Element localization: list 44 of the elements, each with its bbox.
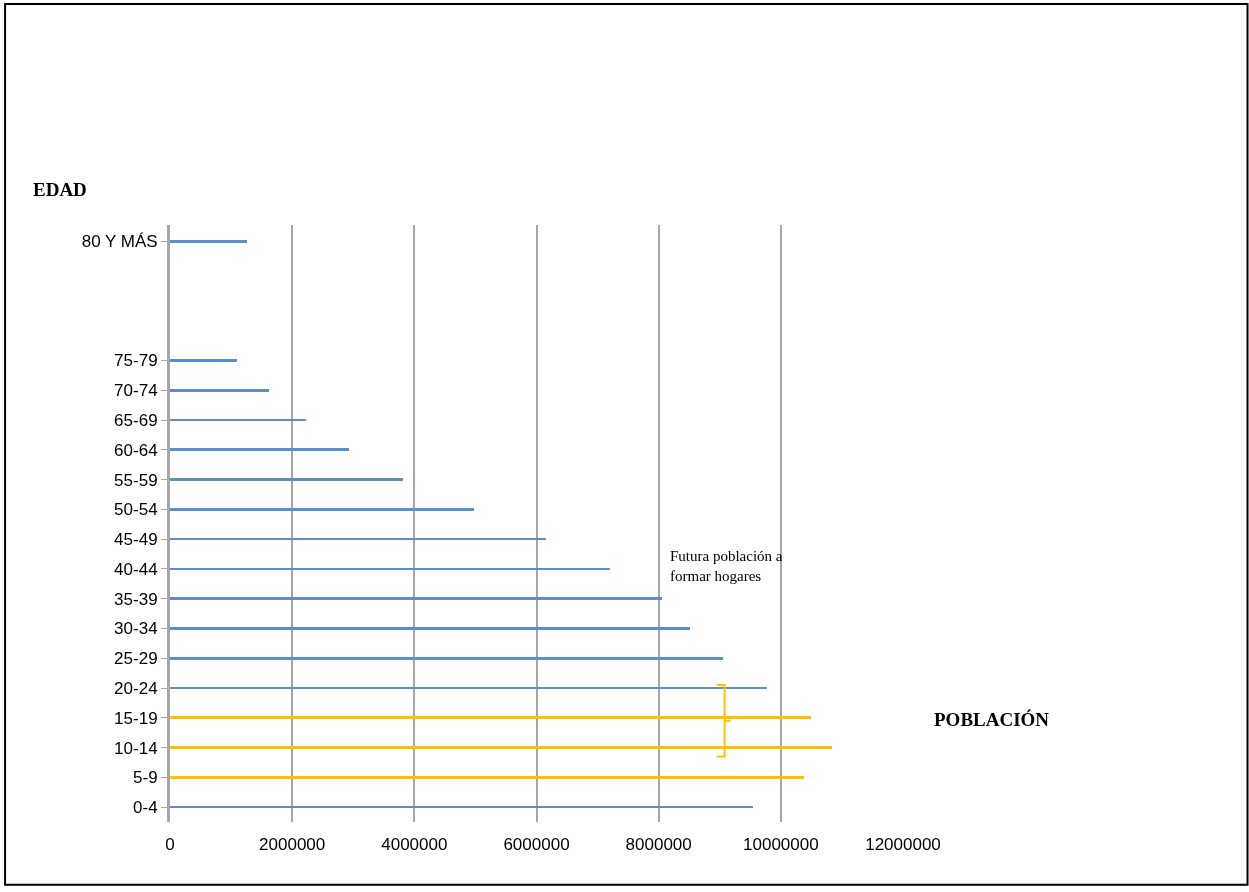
y-tick-label: 65-69 <box>114 410 158 430</box>
bar <box>170 478 403 481</box>
y-tick-label: 5-9 <box>133 768 158 788</box>
bar <box>170 716 811 719</box>
bar <box>170 657 723 660</box>
y-tick-label: 55-59 <box>114 470 158 490</box>
y-tick-label: 10-14 <box>114 738 158 758</box>
y-tick-label: 20-24 <box>114 678 158 698</box>
x-tick-label: 8000000 <box>625 835 692 854</box>
y-tick-label: 35-39 <box>114 589 158 609</box>
y-tick-label: 75-79 <box>114 351 158 371</box>
bar <box>170 568 610 570</box>
bar <box>170 687 767 689</box>
x-tick-label: 0 <box>165 835 175 854</box>
x-tick-label: 10000000 <box>743 835 819 854</box>
y-tick-label: 70-74 <box>114 381 158 401</box>
bar <box>170 627 690 630</box>
y-tick-label: 25-29 <box>114 649 158 669</box>
bar <box>170 508 474 511</box>
y-tick-label: 50-54 <box>114 500 158 520</box>
y-tick-label: 40-44 <box>114 559 158 579</box>
y-tick-label: 15-19 <box>114 708 158 728</box>
x-axis-title: POBLACIÓN <box>934 709 1050 730</box>
y-tick-label: 60-64 <box>114 440 158 460</box>
bar <box>170 240 247 243</box>
x-tick-label: 2000000 <box>259 835 326 854</box>
bar <box>170 419 306 421</box>
y-tick-label: 45-49 <box>114 530 158 550</box>
x-tick-label: 4000000 <box>381 835 448 854</box>
y-tick-label: 0-4 <box>133 798 158 818</box>
x-tick-label: 12000000 <box>865 835 941 854</box>
y-tick-label: 30-34 <box>114 619 158 639</box>
bar <box>170 538 546 540</box>
x-tick-label: 6000000 <box>503 835 570 854</box>
bar <box>170 806 753 808</box>
bar <box>170 597 662 600</box>
bar <box>170 389 269 392</box>
annotation: Futura población a formar hogares <box>670 548 783 584</box>
y-axis-title: EDAD <box>33 179 87 200</box>
bar <box>170 776 804 779</box>
bar <box>170 359 237 362</box>
bar <box>170 448 349 451</box>
bar <box>170 746 832 749</box>
y-tick-label: 80 Y MÁS <box>81 232 158 252</box>
